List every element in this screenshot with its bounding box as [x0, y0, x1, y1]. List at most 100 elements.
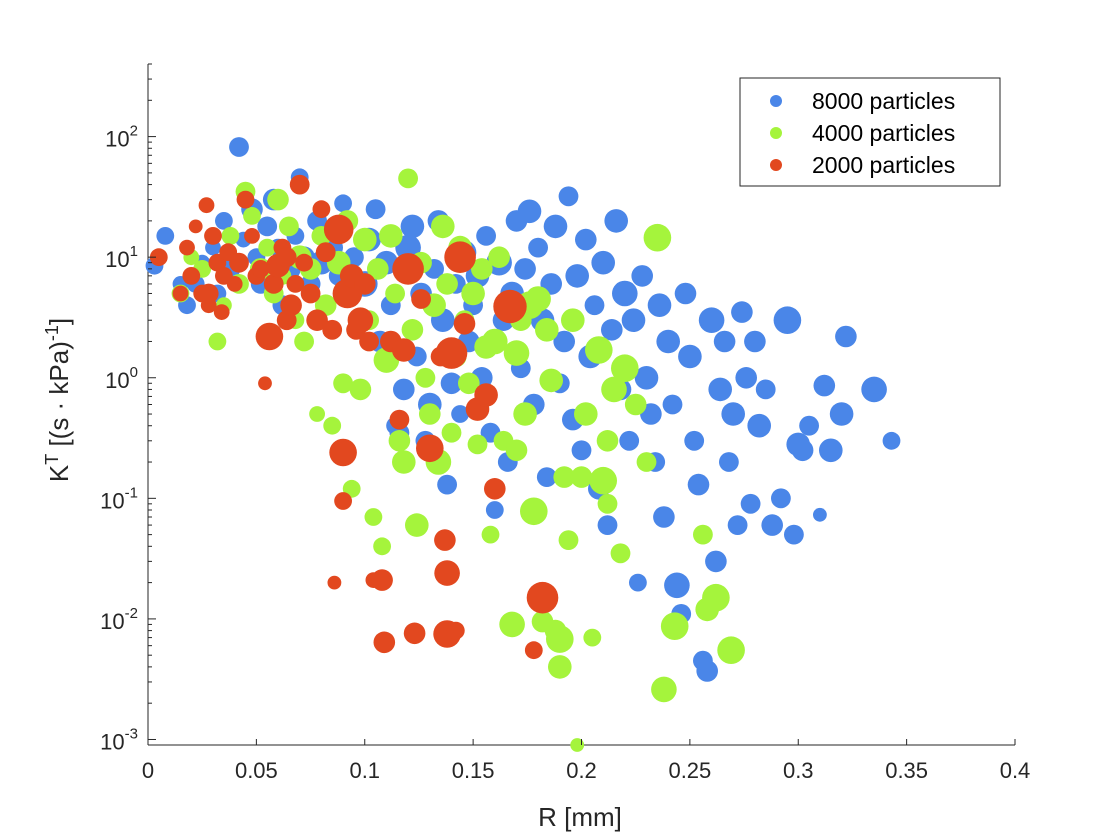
x-tick-label: 0.15 — [452, 758, 495, 783]
data-point — [536, 467, 557, 487]
y-tick-label: 10-3 — [100, 725, 138, 754]
y-tick-label: 10-1 — [100, 484, 138, 513]
data-point — [215, 212, 233, 230]
data-point — [444, 241, 476, 273]
data-point — [258, 238, 277, 257]
data-point — [365, 199, 386, 220]
data-point — [398, 168, 418, 189]
data-point — [334, 492, 352, 510]
x-tick-label: 0 — [142, 758, 154, 783]
data-point — [731, 301, 753, 323]
data-point — [761, 514, 783, 536]
legend-label-4000: 4000 particles — [812, 120, 955, 146]
data-point — [499, 611, 525, 638]
data-point — [257, 216, 278, 237]
data-point — [431, 214, 455, 239]
data-point — [156, 227, 175, 245]
data-point — [636, 452, 657, 472]
data-point — [624, 393, 647, 416]
data-point — [773, 306, 802, 335]
data-point — [419, 403, 441, 425]
data-point — [488, 246, 510, 268]
data-point — [565, 264, 589, 288]
data-point — [329, 438, 357, 467]
data-point — [379, 224, 403, 248]
data-point — [354, 273, 376, 295]
data-point — [204, 227, 222, 245]
data-point — [619, 430, 640, 451]
data-point — [735, 367, 757, 389]
data-point — [467, 434, 488, 455]
data-point — [255, 322, 284, 351]
legend-marker-4000 — [770, 127, 782, 139]
data-point — [446, 621, 465, 640]
data-point — [585, 336, 613, 364]
data-point — [276, 247, 297, 268]
y-tick-label: 102 — [105, 123, 138, 152]
data-point — [548, 655, 572, 679]
data-point — [525, 286, 551, 312]
data-point — [574, 402, 598, 426]
data-point — [334, 194, 352, 213]
data-point — [312, 200, 331, 219]
data-point — [400, 214, 425, 239]
data-point — [229, 252, 249, 273]
data-point — [687, 473, 710, 496]
data-point — [835, 325, 857, 348]
data-point — [747, 413, 771, 438]
y-axis-title: KT [(s · kPa)-1] — [42, 318, 74, 482]
data-point — [591, 250, 615, 275]
data-point — [513, 402, 537, 426]
data-point — [411, 289, 431, 309]
legend-marker-2000 — [770, 159, 782, 171]
data-point — [597, 493, 618, 514]
data-point — [505, 439, 528, 462]
series-0 — [145, 137, 901, 682]
data-point — [721, 402, 745, 426]
data-point — [514, 258, 536, 280]
data-point — [813, 507, 827, 522]
data-point — [813, 374, 836, 397]
data-point — [327, 575, 342, 590]
data-point — [674, 282, 697, 305]
data-point — [656, 329, 680, 354]
data-point — [570, 466, 593, 488]
data-point — [601, 319, 623, 341]
data-point — [634, 366, 659, 390]
data-point — [182, 267, 201, 285]
data-point — [300, 283, 321, 304]
legend-label-2000: 2000 particles — [812, 152, 955, 178]
data-point — [295, 253, 313, 272]
data-point — [819, 438, 843, 463]
data-point — [596, 430, 619, 452]
data-point — [179, 239, 195, 256]
legend: 8000 particles 4000 particles 2000 parti… — [739, 77, 1001, 187]
data-point — [213, 304, 230, 320]
data-point — [662, 394, 683, 415]
data-point — [416, 434, 444, 463]
data-point — [771, 488, 791, 509]
y-tick-label: 10-2 — [100, 605, 138, 634]
data-point — [571, 440, 592, 461]
data-point — [484, 478, 506, 500]
data-point — [434, 560, 460, 586]
data-point — [198, 197, 215, 214]
data-point — [172, 285, 189, 302]
x-tick-label: 0.1 — [349, 758, 380, 783]
data-point — [702, 583, 730, 612]
data-point — [708, 377, 732, 402]
data-point — [415, 367, 436, 388]
data-point — [392, 338, 416, 362]
data-point — [294, 331, 314, 352]
data-point — [653, 506, 675, 528]
data-point — [604, 209, 628, 233]
data-point — [575, 228, 597, 251]
data-point — [482, 328, 508, 355]
data-point — [389, 409, 410, 430]
x-tick-label: 0.2 — [566, 758, 597, 783]
data-point — [243, 207, 261, 225]
data-point — [364, 508, 383, 526]
data-point — [610, 543, 631, 564]
data-point — [558, 186, 579, 207]
data-point — [601, 376, 627, 403]
